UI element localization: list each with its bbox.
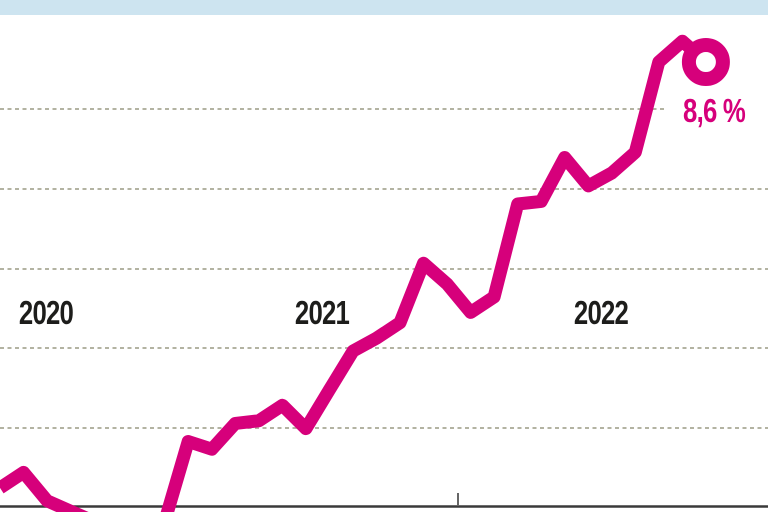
x-axis-label-2020: 2020 [18, 294, 74, 331]
header-bar [0, 0, 768, 15]
end-value-label: 8,6 % [683, 92, 746, 129]
end-marker-ring [681, 38, 730, 86]
gridlines [0, 108, 768, 429]
x-axis-label-2022: 2022 [573, 294, 629, 331]
inflation-line [0, 34, 711, 512]
x-axis-label-2021: 2021 [294, 294, 350, 331]
